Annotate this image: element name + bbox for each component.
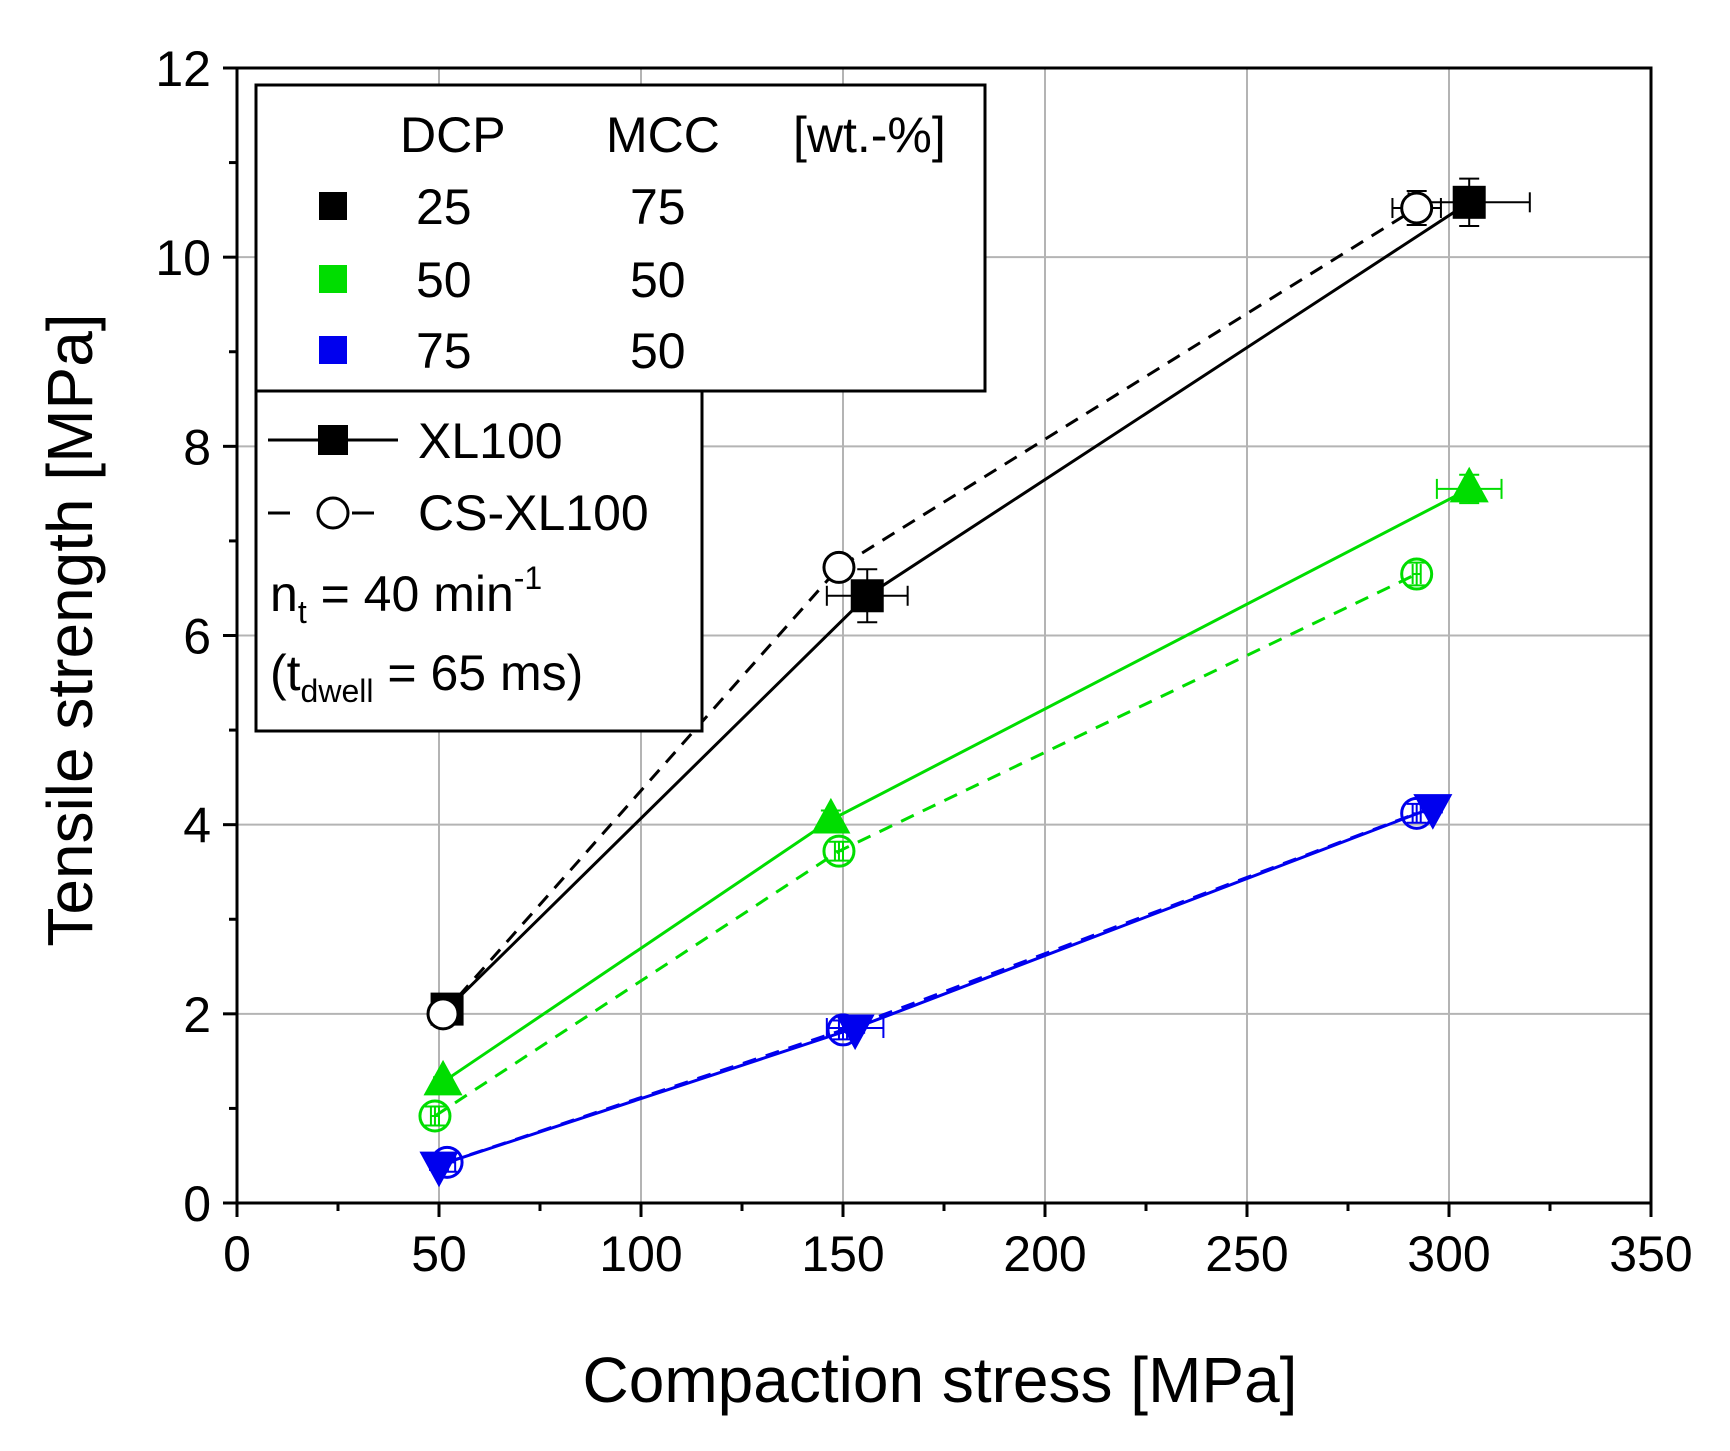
y-tick-label: 6 bbox=[183, 609, 211, 665]
x-tick-label: 250 bbox=[1205, 1226, 1288, 1282]
legend-mcc-75: 75 bbox=[630, 179, 686, 235]
data-point bbox=[835, 1014, 875, 1051]
legend-mcc-50-a: 50 bbox=[630, 252, 686, 308]
series-line bbox=[441, 206, 1418, 1015]
x-tick-label: 150 bbox=[801, 1226, 884, 1282]
y-tick-label: 10 bbox=[155, 230, 211, 286]
legend-csxl100-label: CS-XL100 bbox=[418, 485, 649, 541]
dwell-subscript: dwell bbox=[301, 673, 374, 709]
legend-composition-frame bbox=[254, 83, 987, 393]
legend-swatch-blue bbox=[319, 336, 347, 364]
data-point bbox=[822, 550, 856, 584]
legend-header-dcp: DCP bbox=[400, 107, 506, 163]
x-tick-label: 200 bbox=[1003, 1226, 1086, 1282]
data-point bbox=[811, 797, 851, 834]
x-tick-label: 0 bbox=[223, 1226, 251, 1282]
x-tick-label: 300 bbox=[1407, 1226, 1490, 1282]
x-tick-label: 100 bbox=[599, 1226, 682, 1282]
legend-swatch-green bbox=[319, 265, 347, 293]
dwell-open: (t bbox=[270, 645, 301, 701]
legend-mcc-50-b: 50 bbox=[630, 323, 686, 379]
y-tick-label: 2 bbox=[183, 987, 211, 1043]
axes: 0 50 100 150 200 250 300 350 0 2 4 6 8 10 12 bbox=[155, 41, 1692, 1282]
data-point bbox=[419, 1151, 459, 1188]
legend-dcp-75: 75 bbox=[416, 323, 472, 379]
data-point bbox=[822, 834, 856, 868]
legend-nt-annotation: nt = 40 min-1 bbox=[270, 560, 542, 630]
nt-value: = 40 min bbox=[307, 566, 514, 622]
legend-dwell-annotation: (tdwell = 65 ms) bbox=[270, 645, 583, 709]
y-tick-label: 0 bbox=[183, 1176, 211, 1232]
series-markers bbox=[418, 185, 1489, 1188]
legend-materials: XL100 CS-XL100 nt = 40 min-1 (tdwell = 6… bbox=[254, 389, 704, 733]
y-tick-label: 12 bbox=[155, 41, 211, 97]
data-point bbox=[418, 1099, 452, 1133]
nt-subscript: t bbox=[298, 594, 307, 630]
data-point bbox=[1400, 557, 1434, 591]
data-point bbox=[1452, 185, 1486, 219]
legend-dcp-50: 50 bbox=[416, 252, 472, 308]
x-axis-title: Compaction stress [MPa] bbox=[583, 1344, 1298, 1416]
nt-superscript: -1 bbox=[514, 560, 542, 596]
data-point bbox=[1400, 796, 1434, 830]
x-tick-label: 350 bbox=[1609, 1226, 1692, 1282]
data-point bbox=[423, 1059, 463, 1096]
y-tick-label: 4 bbox=[183, 798, 211, 854]
data-point bbox=[826, 1013, 860, 1047]
x-tick-label: 50 bbox=[411, 1226, 467, 1282]
legend-xl100-marker bbox=[318, 425, 348, 455]
legend-xl100-label: XL100 bbox=[418, 413, 563, 469]
data-point bbox=[1400, 191, 1434, 225]
legend-csxl100-marker bbox=[316, 496, 350, 530]
data-point bbox=[430, 1145, 464, 1179]
series-line bbox=[438, 806, 1434, 1167]
data-point bbox=[426, 997, 460, 1031]
legend-header-unit: [wt.-%] bbox=[793, 107, 946, 163]
nt-symbol: n bbox=[270, 566, 298, 622]
dwell-value: = 65 ms) bbox=[373, 645, 583, 701]
legend-dcp-25: 25 bbox=[416, 179, 472, 235]
data-point bbox=[1449, 466, 1489, 503]
legend-swatch-black bbox=[319, 192, 347, 220]
y-axis-title: Tensile strength [MPa] bbox=[34, 313, 106, 946]
legend-header-mcc: MCC bbox=[606, 107, 720, 163]
legend-composition: DCP MCC [wt.-%] 25 75 50 50 75 50 bbox=[254, 83, 987, 393]
y-tick-label: 8 bbox=[183, 419, 211, 475]
data-point bbox=[850, 579, 884, 613]
